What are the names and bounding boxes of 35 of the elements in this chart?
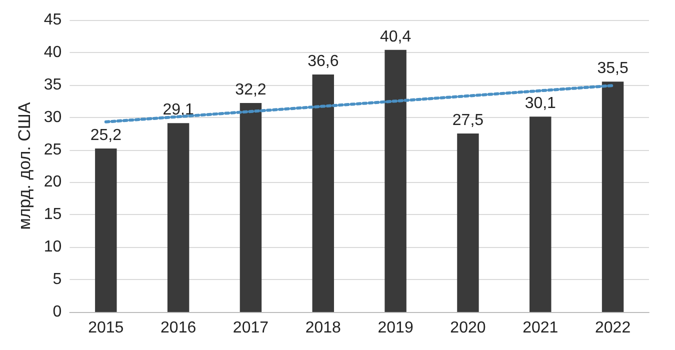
bar	[240, 103, 262, 312]
y-tick-label: 0	[52, 304, 62, 320]
bar	[312, 74, 334, 312]
x-tick-label: 2017	[232, 320, 269, 336]
y-axis-title: млрд. дол. США	[15, 102, 34, 230]
x-tick-label: 2015	[88, 320, 124, 336]
bar	[95, 148, 117, 312]
data-label: 30,1	[524, 95, 556, 112]
bar	[602, 82, 624, 312]
data-label: 36,6	[308, 53, 339, 70]
y-tick-label: 20	[44, 174, 62, 191]
x-tick-label: 2020	[450, 320, 486, 336]
y-tick-label: 15	[44, 206, 62, 224]
bar	[384, 50, 406, 312]
y-tick-label: 30	[44, 108, 62, 126]
x-tick-label: 2016	[160, 320, 196, 336]
data-label: 25,2	[90, 126, 122, 144]
y-tick-label: 10	[44, 238, 62, 256]
y-tick-label: 25	[44, 141, 62, 158]
y-tick-label: 45	[44, 12, 62, 28]
x-tick-label: 2021	[522, 320, 558, 336]
data-label: 35,5	[597, 60, 628, 78]
y-tick-label: 35	[44, 76, 62, 94]
data-label: 32,2	[235, 82, 266, 99]
y-tick-label: 5	[52, 271, 62, 288]
bar	[457, 134, 479, 312]
data-label: 27,5	[452, 112, 484, 130]
bar	[530, 116, 552, 312]
x-tick-label: 2019	[378, 320, 414, 336]
x-tick-label: 2022	[594, 320, 631, 336]
x-tick-label: 2018	[305, 320, 342, 336]
bar	[167, 123, 190, 312]
data-label: 29,1	[162, 102, 194, 119]
data-label: 40,4	[380, 28, 412, 46]
y-tick-label: 40	[44, 44, 62, 61]
